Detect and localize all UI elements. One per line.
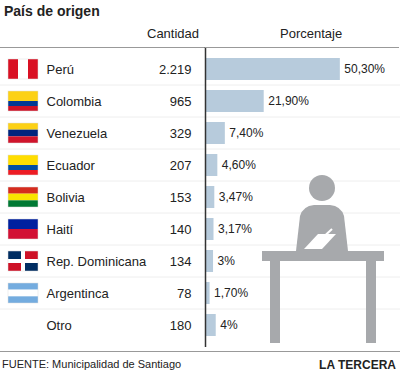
svg-text:50,30%: 50,30% bbox=[344, 62, 385, 76]
svg-text:4%: 4% bbox=[220, 318, 238, 332]
svg-text:2.219: 2.219 bbox=[159, 62, 192, 77]
svg-text:Otro: Otro bbox=[47, 318, 72, 333]
svg-text:Perú: Perú bbox=[47, 62, 74, 77]
svg-text:134: 134 bbox=[170, 254, 192, 269]
html-text:Porcentaje: Porcentaje bbox=[280, 26, 343, 41]
svg-text:180: 180 bbox=[170, 318, 192, 333]
svg-text:3,17%: 3,17% bbox=[218, 222, 252, 236]
svg-text:Rep. Dominicana: Rep. Dominicana bbox=[47, 254, 147, 269]
svg-text:Ecuador: Ecuador bbox=[47, 158, 96, 173]
svg-text:207: 207 bbox=[170, 158, 192, 173]
svg-text:329: 329 bbox=[170, 126, 192, 141]
svg-text:965: 965 bbox=[170, 94, 192, 109]
html-text:LA TERCERA: LA TERCERA bbox=[319, 358, 396, 372]
svg-text:Haití: Haití bbox=[47, 222, 74, 237]
svg-text:140: 140 bbox=[170, 222, 192, 237]
svg-text:Venezuela: Venezuela bbox=[47, 126, 108, 141]
html-text:FUENTE: Municipalidad de Santi: FUENTE: Municipalidad de Santiago bbox=[2, 358, 182, 370]
svg-text:3,47%: 3,47% bbox=[219, 190, 253, 204]
svg-text:7,40%: 7,40% bbox=[229, 126, 263, 140]
svg-text:153: 153 bbox=[170, 190, 192, 205]
svg-text:4,60%: 4,60% bbox=[222, 158, 256, 172]
html-text:País de origen: País de origen bbox=[4, 3, 100, 19]
svg-text:Colombia: Colombia bbox=[47, 94, 103, 109]
svg-text:78: 78 bbox=[177, 286, 191, 301]
svg-text:21,90%: 21,90% bbox=[268, 94, 309, 108]
svg-text:3%: 3% bbox=[218, 254, 236, 268]
html-text:Cantidad: Cantidad bbox=[147, 26, 199, 41]
svg-text:Argentinca: Argentinca bbox=[47, 286, 110, 301]
svg-text:Bolivia: Bolivia bbox=[47, 190, 86, 205]
svg-text:1,70%: 1,70% bbox=[214, 286, 248, 300]
